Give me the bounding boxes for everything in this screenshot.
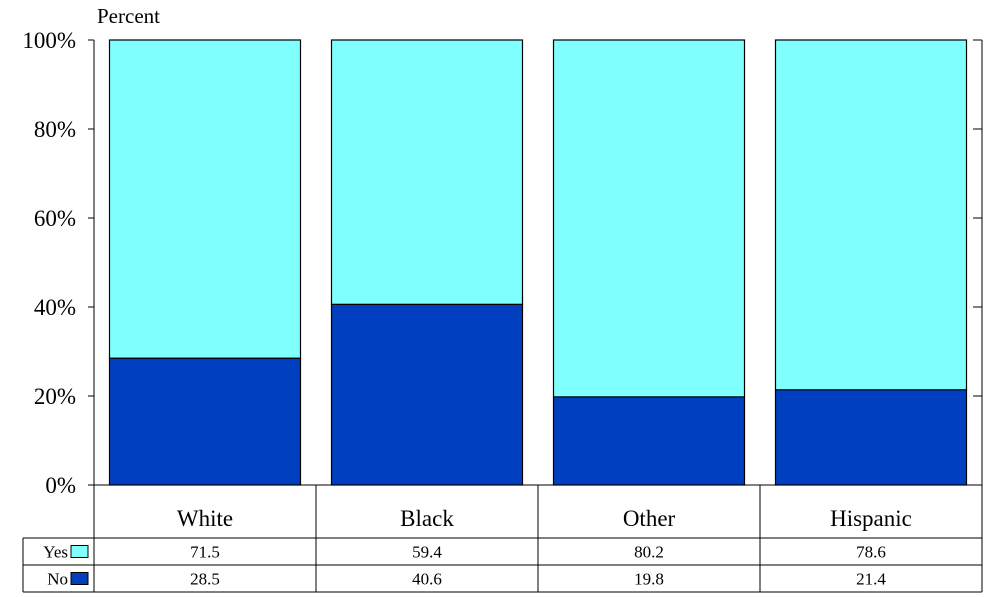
x-tick-label: Black (400, 506, 454, 531)
y-tick-label: 100% (22, 28, 76, 53)
bar-no-white (108, 357, 302, 486)
data-table: White Black Other Hispanic Yes 71.5 59.4 80.2 78… (22, 485, 983, 593)
legend-swatch (70, 572, 89, 585)
table-cell: 80.2 (634, 543, 664, 562)
bar-no-black (330, 303, 524, 486)
y-tick-label: 80% (34, 117, 76, 142)
table-cell: 59.4 (412, 543, 442, 562)
table-row-label: No (47, 570, 68, 589)
bar-yes-other (552, 39, 746, 398)
y-tick-label: 40% (34, 295, 76, 320)
table-cell: 21.4 (856, 570, 886, 589)
bar-yes-black (330, 39, 524, 305)
x-tick-label: Hispanic (830, 506, 912, 531)
bars (108, 39, 968, 486)
table-cell: 19.8 (634, 570, 664, 589)
table-cell: 28.5 (190, 570, 220, 589)
table-row-label: Yes (43, 543, 68, 562)
legend-swatch (70, 545, 89, 558)
bar-yes-white (108, 39, 302, 359)
x-tick-label: White (177, 506, 233, 531)
bar-no-hispanic (774, 389, 968, 486)
y-axis-ticks: 0% 20% 40% 60% 80% 100% (22, 28, 982, 498)
x-tick-label: Other (623, 506, 676, 531)
y-tick-label: 60% (34, 206, 76, 231)
table-cell: 78.6 (856, 543, 886, 562)
bar-yes-hispanic (774, 39, 968, 391)
table-cell: 71.5 (190, 543, 220, 562)
table-cell: 40.6 (412, 570, 442, 589)
y-axis-label: Percent (97, 4, 160, 28)
y-tick-label: 0% (45, 473, 76, 498)
bar-no-other (552, 396, 746, 486)
y-tick-label: 20% (34, 384, 76, 409)
